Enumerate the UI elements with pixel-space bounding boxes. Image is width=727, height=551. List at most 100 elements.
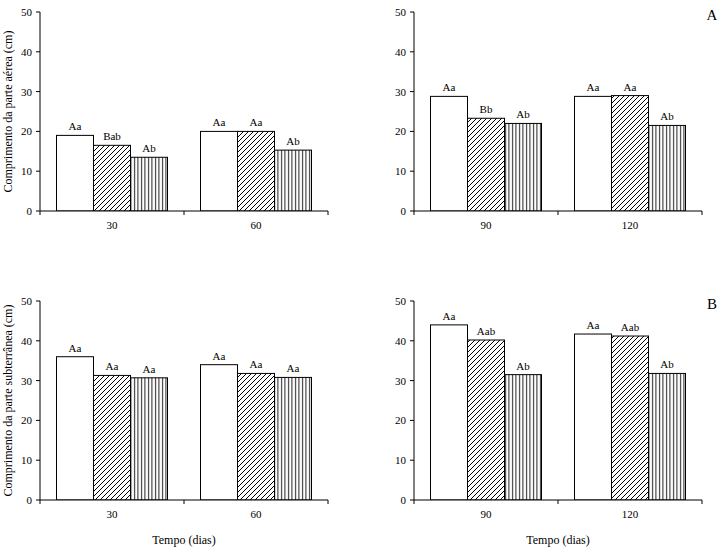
bar-outline [57, 135, 94, 211]
x-tick-label: 90 [481, 508, 493, 520]
y-tick-label: 20 [21, 125, 33, 137]
bar-annotation: Aa [587, 319, 600, 331]
panel-label: B [707, 296, 717, 312]
bar [649, 373, 686, 500]
y-tick-label: 40 [21, 335, 33, 347]
x-tick-label: 60 [251, 219, 263, 231]
bar-hatch [505, 375, 542, 500]
figure: Aa Aa Bab Aa Ab Ab 0 10 20 30 40 50 30 60 Comprimento … [0, 0, 727, 551]
y-tick-label: 0 [401, 494, 407, 506]
bar-outline [431, 325, 468, 500]
panel: AaAaBbAaAbAb0102030405090120A [395, 6, 718, 231]
y-tick [36, 500, 40, 501]
y-axis [40, 12, 41, 211]
bar-hatch [94, 145, 131, 211]
y-axis [414, 301, 415, 500]
bar-annotation: Aa [287, 362, 300, 374]
y-tick [410, 91, 414, 92]
y-tick-label: 10 [21, 165, 33, 177]
bar-outline [575, 96, 612, 211]
bar-outline [94, 145, 131, 211]
bar-annotation: Bab [103, 130, 121, 142]
bar-annotation: Ab [516, 108, 530, 120]
bar-annotation: Aa [213, 350, 226, 362]
bar [201, 365, 238, 500]
x-tick [40, 211, 41, 215]
bar [238, 131, 275, 211]
y-tick-label: 0 [401, 205, 407, 217]
bar-outline [201, 365, 238, 500]
bar-annotation: Aa [624, 81, 637, 93]
bar-annotation: Aa [69, 120, 82, 132]
bar-outline [649, 373, 686, 500]
y-axis [40, 301, 41, 500]
bar-outline [238, 131, 275, 211]
y-tick-label: 50 [21, 6, 33, 18]
y-axis-label: Comprimento da parte aérea (cm) [1, 31, 15, 193]
bar-annotations: AaAaAaAaAaAa [69, 342, 300, 375]
bar-hatch [275, 377, 312, 500]
y-tick-label: 0 [27, 494, 33, 506]
x-tick-label: 120 [622, 508, 639, 520]
bar-annotation: Aa [443, 81, 456, 93]
x-tick [702, 500, 703, 504]
bar-outline [505, 123, 542, 211]
bar-outline [94, 375, 131, 500]
x-tick [40, 500, 41, 504]
bar-outline [275, 150, 312, 211]
bar-hatch [238, 373, 275, 500]
x-tick [558, 211, 559, 215]
bar-hatch [238, 131, 275, 211]
bar-hatch [612, 336, 649, 500]
y-tick [410, 51, 414, 52]
y-tick-label: 30 [21, 375, 33, 387]
x-tick-label: 30 [107, 508, 119, 520]
y-tick-label: 10 [21, 454, 33, 466]
x-tick [558, 500, 559, 504]
y-axis [414, 12, 415, 211]
bar-hatch [468, 340, 505, 500]
bar-outline [612, 96, 649, 211]
y-tick-label: 20 [395, 414, 407, 426]
x-tick [328, 500, 329, 504]
y-tick [36, 211, 40, 212]
bar [431, 96, 468, 211]
y-tick-label: 40 [395, 46, 407, 58]
bar-outline [131, 157, 168, 211]
x-axis-label: Tempo (dias) [526, 533, 589, 547]
bar-annotation: Ab [660, 358, 674, 370]
bar [238, 373, 275, 500]
bar-annotation: Aa [250, 116, 263, 128]
y-tick [410, 460, 414, 461]
x-tick [414, 211, 415, 215]
x-tick [184, 211, 185, 215]
y-tick [36, 12, 40, 13]
bar-hatch [468, 118, 505, 211]
y-tick-label: 0 [27, 205, 33, 217]
bar-hatch [505, 123, 542, 211]
bar [275, 377, 312, 500]
bar-annotation: Aa [250, 358, 263, 370]
x-tick [414, 500, 415, 504]
y-tick [36, 131, 40, 132]
y-tick [36, 380, 40, 381]
bar-hatch [649, 373, 686, 500]
y-tick-label: 10 [395, 454, 407, 466]
y-tick [410, 171, 414, 172]
x-tick [328, 211, 329, 215]
bar [94, 145, 131, 211]
y-tick-label: 30 [395, 86, 407, 98]
panel: AaAaBabAaAbAb010203040503060Comprimento … [1, 6, 328, 231]
bar-outline [505, 375, 542, 500]
y-tick-label: 50 [21, 295, 33, 307]
y-tick-label: 40 [21, 46, 33, 58]
bar-outline [131, 378, 168, 500]
bar-hatch [649, 125, 686, 211]
bar-annotations: AaAaAabAabAbAb [443, 310, 675, 372]
y-tick [410, 340, 414, 341]
y-tick [36, 301, 40, 302]
bars [57, 357, 312, 500]
panel: AaAaAaAaAaAa010203040503060Comprimento d… [1, 295, 328, 547]
y-tick [36, 171, 40, 172]
bar-outline [201, 131, 238, 211]
